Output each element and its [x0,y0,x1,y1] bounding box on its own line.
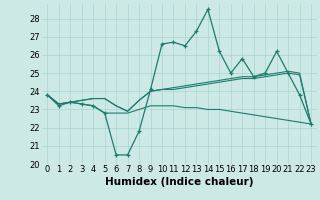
X-axis label: Humidex (Indice chaleur): Humidex (Indice chaleur) [105,177,253,187]
